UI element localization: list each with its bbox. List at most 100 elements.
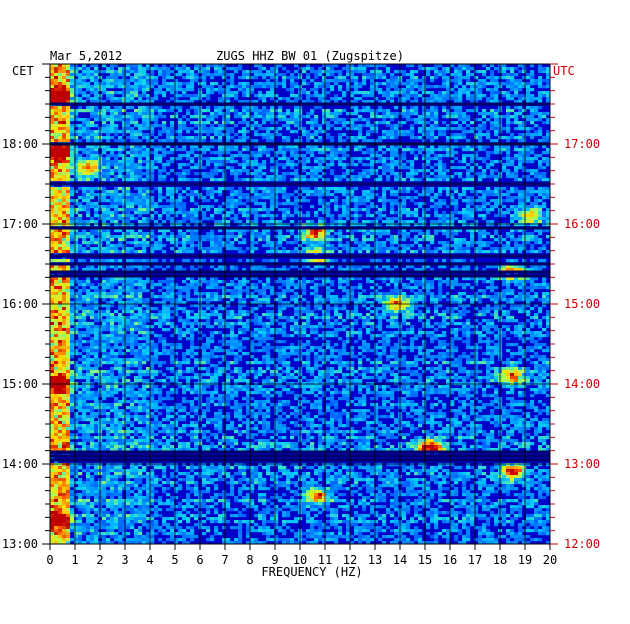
spectrogram-cell (102, 235, 107, 239)
spectrogram-cell (530, 244, 535, 248)
spectrogram-cell (162, 196, 167, 200)
spectrogram-cell (282, 157, 287, 161)
spectrogram-cell (474, 220, 479, 224)
spectrogram-cell (342, 154, 347, 158)
spectrogram-cell (178, 124, 183, 128)
spectrogram-cell (250, 238, 255, 242)
spectrogram-cell (70, 178, 75, 182)
spectrogram-cell (346, 244, 351, 248)
spectrogram-cell (466, 163, 471, 167)
spectrogram-cell (386, 133, 391, 137)
spectrogram-cell (314, 76, 319, 80)
spectrogram-cell (190, 217, 195, 221)
spectrogram-cell (230, 199, 235, 203)
spectrogram-cell (214, 112, 219, 116)
spectrogram-cell (226, 127, 231, 131)
spectrogram-cell (458, 166, 463, 170)
spectrogram-cell (414, 109, 419, 113)
spectrogram-cell (354, 157, 359, 161)
spectrogram-cell (482, 64, 487, 68)
spectrogram-cell (322, 220, 327, 224)
spectrogram-cell (50, 241, 55, 245)
spectrogram-cell (170, 160, 175, 164)
spectrogram-cell (134, 76, 139, 80)
spectrogram-cell (218, 100, 223, 104)
spectrogram-cell (470, 187, 475, 191)
spectrogram-cell (126, 205, 131, 209)
spectrogram-cell (74, 82, 79, 86)
spectrogram-cell (246, 136, 251, 140)
spectrogram-cell (102, 217, 107, 221)
spectrogram-cell (114, 85, 119, 89)
spectrogram-cell (278, 148, 283, 152)
spectrogram-cell (226, 235, 231, 239)
spectrogram-cell (214, 211, 219, 215)
spectrogram-cell (70, 151, 75, 155)
spectrogram-cell (206, 106, 211, 110)
spectrogram-cell (266, 118, 271, 122)
spectrogram-cell (74, 172, 79, 176)
spectrogram-cell (450, 214, 455, 218)
spectrogram-cell (382, 121, 387, 125)
spectrogram-cell (354, 67, 359, 71)
spectrogram-cell (70, 190, 75, 194)
spectrogram-cell (70, 187, 75, 191)
spectrogram-cell (462, 160, 467, 164)
spectrogram-cell (82, 232, 87, 236)
spectrogram-cell (262, 106, 267, 110)
spectrogram-cell (182, 145, 187, 149)
spectrogram-cell (530, 106, 535, 110)
spectrogram-cell (506, 76, 511, 80)
spectrogram-cell (478, 250, 483, 254)
spectrogram-cell (454, 172, 459, 176)
spectrogram-cell (478, 157, 483, 161)
spectrogram-cell (142, 85, 147, 89)
spectrogram-cell (286, 109, 291, 113)
spectrogram-cell (82, 160, 87, 164)
spectrogram-cell (218, 148, 223, 152)
spectrogram-cell (270, 136, 275, 140)
spectrogram-cell (246, 199, 251, 203)
spectrogram-cell (142, 199, 147, 203)
spectrogram-cell (90, 109, 95, 113)
spectrogram-cell (478, 112, 483, 116)
spectrogram-cell (358, 250, 363, 254)
spectrogram-cell (534, 235, 539, 239)
spectrogram-cell (74, 73, 79, 77)
spectrogram-cell (242, 115, 247, 119)
spectrogram-cell (54, 244, 59, 248)
spectrogram-cell (510, 199, 515, 203)
spectrogram-cell (102, 196, 107, 200)
spectrogram-cell (210, 175, 215, 179)
spectrogram-cell (514, 118, 519, 122)
spectrogram-cell (278, 178, 283, 182)
spectrogram-cell (106, 163, 111, 167)
spectrogram-cell (386, 70, 391, 74)
spectrogram-cell (522, 244, 527, 248)
spectrogram-cell (258, 91, 263, 95)
spectrogram-cell (274, 247, 279, 251)
spectrogram-cell (122, 85, 127, 89)
spectrogram-cell (342, 223, 347, 227)
spectrogram-cell (70, 160, 75, 164)
spectrogram-cell (538, 133, 543, 137)
spectrogram-cell (50, 238, 55, 242)
spectrogram-cell (290, 163, 295, 167)
spectrogram-cell (366, 196, 371, 200)
spectrogram-cell (358, 82, 363, 86)
spectrogram-cell (334, 109, 339, 113)
spectrogram-cell (394, 94, 399, 98)
spectrogram-cell (74, 118, 79, 122)
spectrogram-cell (442, 70, 447, 74)
spectrogram-cell (434, 85, 439, 89)
spectrogram-cell (514, 154, 519, 158)
spectrogram-cell (482, 214, 487, 218)
spectrogram-cell (214, 115, 219, 119)
spectrogram-cell (186, 178, 191, 182)
spectrogram-cell (470, 148, 475, 152)
spectrogram-cell (142, 190, 147, 194)
spectrogram-cell (262, 121, 267, 125)
spectrogram-cell (54, 82, 59, 86)
spectrogram-cell (182, 67, 187, 71)
spectrogram-cell (202, 211, 207, 215)
